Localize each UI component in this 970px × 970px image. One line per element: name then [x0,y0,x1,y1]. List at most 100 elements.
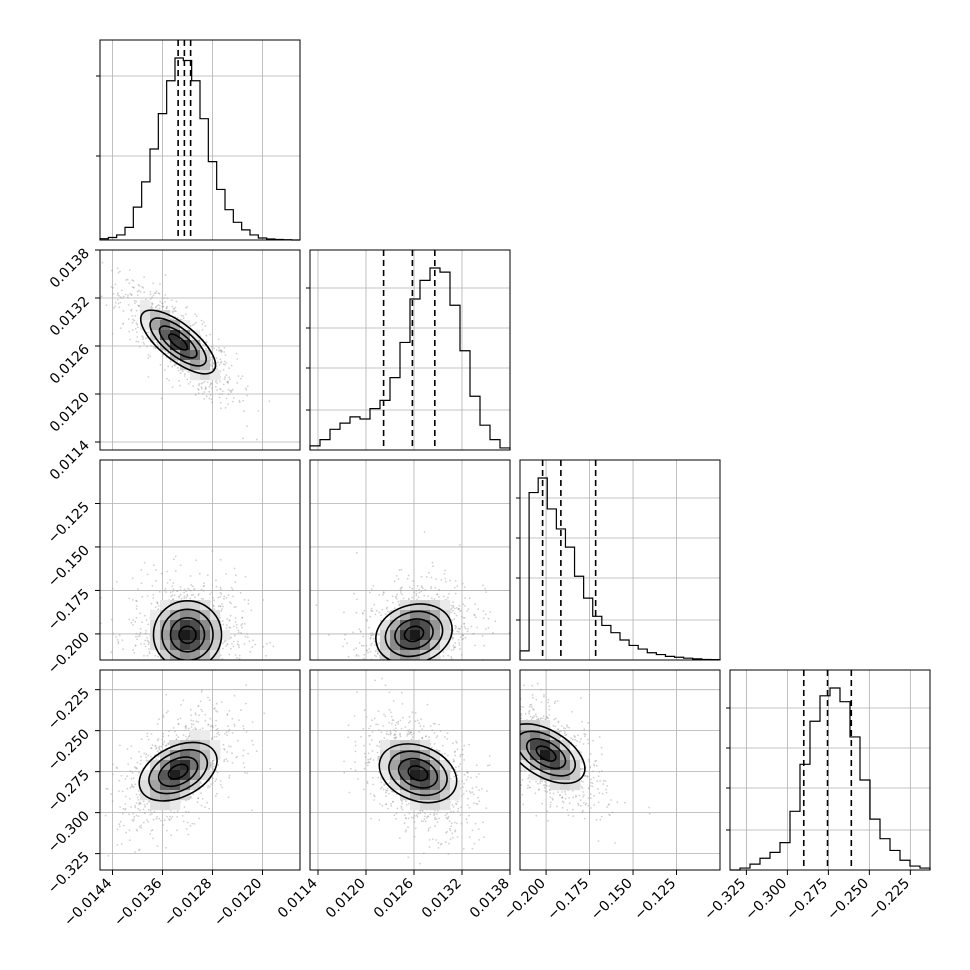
sample-point [233,694,236,697]
sample-point [380,731,383,733]
sample-point [432,660,434,662]
sample-point [150,305,153,308]
sample-point [185,313,187,316]
sample-point [483,644,486,647]
sample-point [198,383,201,385]
contour-level-2 [158,325,198,359]
sample-point [378,642,381,644]
sample-point [460,625,463,628]
density-cell [160,310,171,321]
density-cell [140,320,151,331]
sample-point [224,639,227,642]
sample-point [381,804,384,807]
sample-point [408,812,411,815]
sample-point [356,598,358,601]
sample-point [146,637,149,639]
contour-level-4 [138,741,218,802]
sample-point [404,667,406,669]
sample-point [222,605,225,608]
sample-point [381,677,383,680]
sample-point [367,651,369,654]
sample-point [418,722,421,725]
sample-point [454,830,456,833]
sample-point [413,835,416,838]
density-cell [400,610,411,621]
sample-point [433,743,436,745]
sample-point [398,569,401,571]
sample-point [223,351,226,353]
sample-point [128,813,131,816]
sample-point [203,391,206,393]
sample-point [186,595,189,597]
sample-point [342,645,344,648]
sample-point [420,590,423,593]
density-cell [180,650,191,660]
sample-point [360,735,362,738]
sample-point [370,607,373,610]
sample-point [474,822,477,825]
density-cell [440,800,451,811]
sample-point [212,763,215,765]
sample-point [148,648,150,650]
density-cell [410,600,421,611]
density-cell [390,770,401,781]
sample-point [401,665,403,667]
contour-level-4 [140,309,217,375]
density-cell [170,640,181,651]
sample-point [453,607,456,610]
sample-point [191,822,194,825]
sample-point [476,626,479,629]
density-cell [190,600,201,611]
sample-point [231,400,234,403]
sample-point [130,293,133,296]
sample-point [406,733,409,735]
sample-point [228,776,231,779]
density-cell [410,780,421,791]
sample-point [121,289,123,292]
sample-point [205,341,208,344]
sample-point [179,384,181,387]
sample-point [378,819,381,821]
sample-point [392,700,395,702]
sample-point [465,778,468,781]
sample-point [475,786,478,788]
sample-point [140,824,142,827]
sample-point [137,635,139,638]
sample-point [216,368,219,370]
sample-point [138,289,140,292]
sample-point [370,609,372,612]
density-cell [440,610,451,621]
sample-point [184,727,187,730]
sample-point [143,343,146,345]
sample-point [211,368,214,371]
sample-point [145,629,148,632]
sample-point [454,829,457,832]
sample-point [399,735,402,738]
sample-point [532,716,534,719]
sample-point [402,716,404,719]
sample-point [230,586,233,589]
sample-point [226,751,229,753]
sample-point [193,589,196,591]
sample-point [119,296,122,299]
sample-point [174,570,177,572]
sample-point [452,606,455,609]
sample-point [387,733,389,736]
sample-point [116,298,119,301]
sample-point [206,801,209,804]
density-cell [410,760,421,771]
sample-point [236,382,239,384]
sample-point [114,305,117,308]
sample-point [179,589,182,591]
sample-point [249,664,251,666]
density-cell [140,770,151,781]
sample-point [268,400,271,403]
density-cell [410,750,421,761]
sample-point [218,393,221,396]
sample-point [463,665,465,667]
sample-point [190,723,193,726]
sample-point [230,364,233,367]
sample-point [343,611,345,614]
sample-point [402,597,405,600]
sample-point [219,388,222,390]
